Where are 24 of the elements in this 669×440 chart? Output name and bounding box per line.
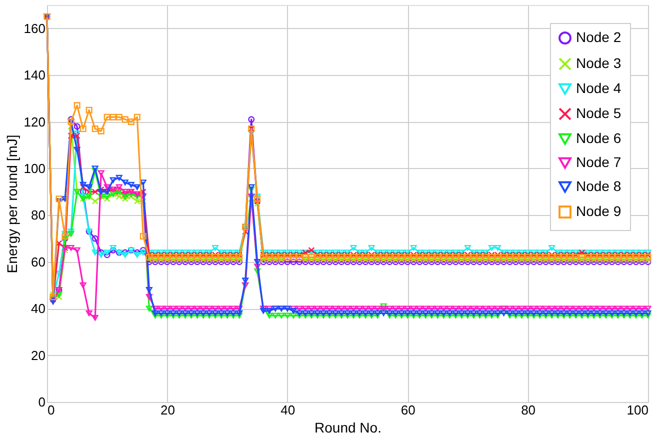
- x-tick-label: 20: [160, 402, 175, 418]
- x-axis-title: Round No.: [314, 420, 382, 436]
- y-tick-label: 40: [31, 301, 46, 316]
- legend-label: Node 9: [576, 203, 622, 219]
- x-tick-label: 0: [48, 402, 55, 418]
- legend-label: Node 3: [576, 55, 622, 71]
- y-tick-label: 140: [24, 68, 46, 83]
- legend-label: Node 6: [576, 130, 622, 146]
- legend-label: Node 7: [576, 154, 622, 170]
- y-tick-label: 160: [24, 20, 46, 36]
- y-tick-label: 80: [31, 208, 46, 223]
- x-tick-label: 60: [400, 402, 416, 418]
- y-tick-label: 120: [24, 114, 46, 130]
- legend-label: Node 4: [576, 80, 622, 96]
- x-tick-label: 40: [280, 402, 296, 418]
- legend-label: Node 5: [576, 105, 622, 121]
- y-tick-label: 60: [31, 254, 46, 270]
- y-axis-title: Energy per round [mJ]: [4, 134, 20, 274]
- x-tick-label: 80: [521, 402, 536, 418]
- y-tick-label: 100: [24, 160, 46, 176]
- y-tick-label: 20: [31, 348, 46, 363]
- x-tick-label: 100: [626, 402, 648, 418]
- legend-label: Node 8: [576, 178, 622, 194]
- legend-label: Node 2: [576, 29, 622, 45]
